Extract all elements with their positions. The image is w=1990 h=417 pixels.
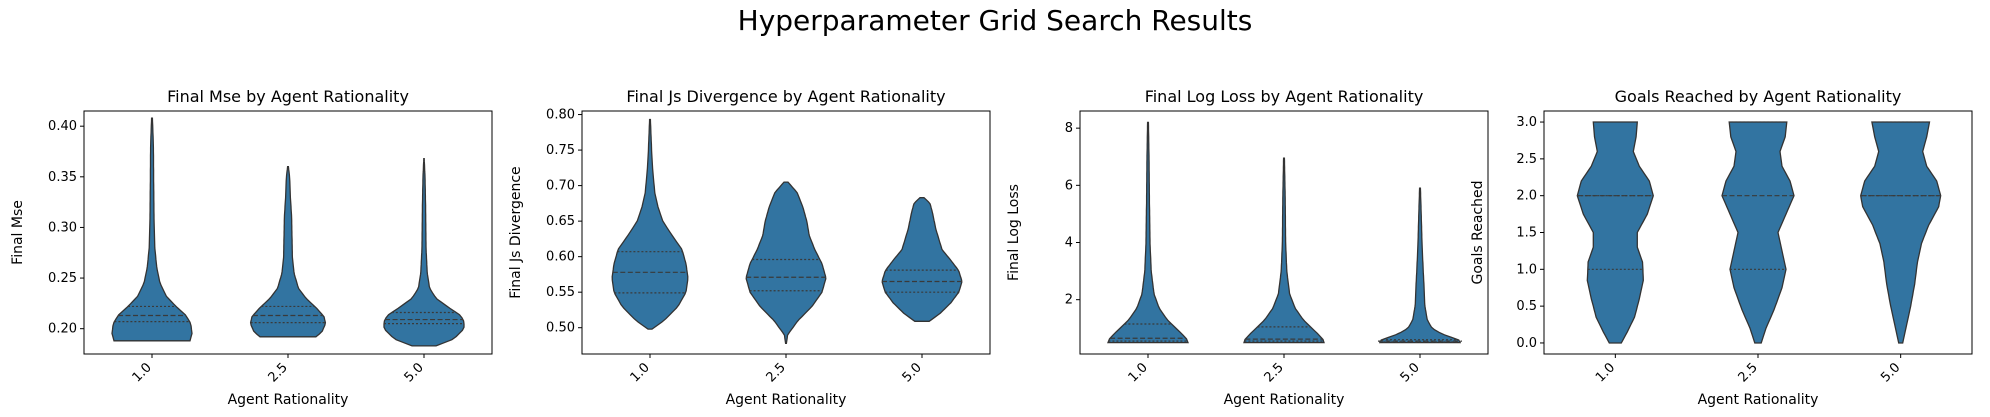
violin-body-2.5	[1721, 121, 1795, 344]
y-tick-label: 0.35	[48, 170, 77, 185]
subplot-title: Final Js Divergence by Agent Rationality	[626, 87, 945, 106]
y-tick-label: 1.0	[1516, 262, 1537, 277]
violin-body-5.0	[383, 157, 465, 347]
y-axis-label: Goals Reached	[1470, 181, 1486, 285]
y-tick-label: 0.75	[546, 143, 575, 158]
violin-body-5.0	[1860, 121, 1942, 344]
violin-body-5.0	[881, 197, 963, 322]
x-axis-label: Agent Rationality	[228, 392, 349, 408]
y-tick-label: 0.60	[546, 250, 575, 265]
y-tick-label: 0.0	[1516, 336, 1537, 351]
y-tick-label: 0.5	[1516, 299, 1537, 314]
violin-body-2.5	[745, 181, 827, 344]
subplot-title: Final Log Loss by Agent Rationality	[1145, 87, 1424, 106]
y-tick-label: 0.65	[546, 214, 575, 229]
y-tick-label: 0.70	[546, 179, 575, 194]
y-tick-label: 2.5	[1516, 152, 1537, 167]
x-tick-label: 5.0	[1878, 360, 1903, 385]
y-tick-label: 6	[1065, 178, 1073, 193]
figure-title: Hyperparameter Grid Search Results	[737, 4, 1253, 37]
x-tick-label: 1.0	[628, 360, 653, 385]
violin-body-1.0	[611, 118, 689, 330]
y-tick-label: 0.55	[546, 285, 575, 300]
x-axis-label: Agent Rationality	[1698, 392, 1819, 408]
violin-body-5.0	[1378, 187, 1462, 344]
subplot-4: 0.0 0.5 1.0 1.5 2.0 2.5 3.0 1.0 2.5 5.0 Goals Reac…	[1470, 87, 1973, 408]
violin-body-1.0	[1576, 121, 1654, 344]
subplot-1: 0.20 0.25 0.30 0.35 0.40 1.0 2.5 5.0 Final Mse b…	[10, 87, 493, 408]
y-tick-label: 0.25	[48, 271, 77, 286]
y-axis-label: Final Log Loss	[1006, 184, 1022, 281]
y-axis-label: Final Js Divergence	[508, 166, 524, 298]
subplot-3: 2 4 6 8 1.0 2.5 5.0 Final Log Loss by Agent Rat…	[1006, 87, 1489, 408]
y-tick-label: 0.50	[546, 321, 575, 336]
x-tick-label: 5.0	[402, 360, 427, 385]
y-axis-label: Final Mse	[10, 200, 26, 265]
subplot-title: Goals Reached by Agent Rationality	[1615, 87, 1902, 106]
y-tick-label: 2	[1065, 293, 1073, 308]
violin-body-2.5	[249, 166, 327, 338]
x-tick-label: 5.0	[900, 360, 925, 385]
y-tick-label: 0.30	[48, 220, 77, 235]
y-tick-label: 3.0	[1516, 115, 1537, 130]
x-tick-label: 2.5	[1736, 360, 1761, 385]
x-tick-label: 1.0	[1593, 360, 1618, 385]
x-tick-label: 5.0	[1398, 360, 1423, 385]
x-tick-label: 2.5	[1262, 360, 1287, 385]
violin-body-2.5	[1243, 157, 1325, 344]
y-tick-label: 0.80	[546, 108, 575, 123]
x-tick-label: 1.0	[130, 360, 155, 385]
y-tick-label: 0.20	[48, 322, 77, 337]
violin-body-1.0	[111, 117, 193, 342]
x-tick-label: 2.5	[266, 360, 291, 385]
violin-body-1.0	[1107, 121, 1189, 344]
x-axis-label: Agent Rationality	[1224, 392, 1345, 408]
y-tick-label: 1.5	[1516, 226, 1537, 241]
y-tick-label: 8	[1065, 121, 1073, 136]
x-tick-label: 2.5	[764, 360, 789, 385]
x-axis-label: Agent Rationality	[726, 392, 847, 408]
y-tick-label: 4	[1065, 236, 1073, 251]
x-tick-label: 1.0	[1126, 360, 1151, 385]
y-tick-label: 0.40	[48, 119, 77, 134]
subplot-title: Final Mse by Agent Rationality	[167, 87, 409, 106]
y-tick-label: 2.0	[1516, 189, 1537, 204]
subplot-2: 0.50 0.55 0.60 0.65 0.70 0.75 0.80 1.0 2.5 5.0 Fin…	[508, 87, 991, 408]
